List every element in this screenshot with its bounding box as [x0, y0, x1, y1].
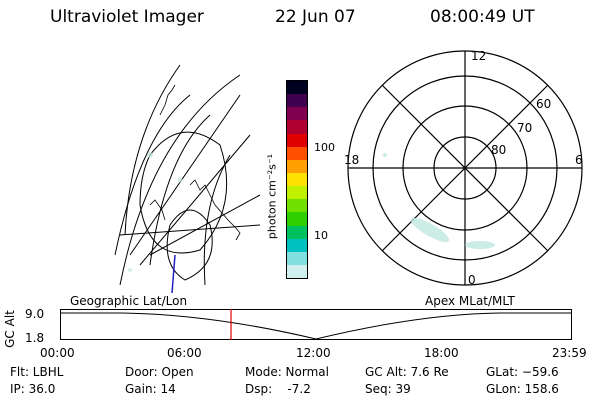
time-tick-0600: 06:00	[167, 346, 202, 360]
alt-ylabel: GC Alt	[3, 310, 17, 348]
colorbar-swatch	[287, 212, 307, 226]
lat-arc	[119, 74, 241, 286]
colorbar-swatch	[287, 238, 307, 252]
colorbar-unit-wrap: photon cm⁻²s⁻¹	[262, 145, 282, 255]
lat-label-70: 70	[517, 121, 532, 135]
aurora-patch	[410, 217, 450, 243]
altitude-curve	[60, 312, 572, 340]
colorbar-swatch	[287, 94, 307, 108]
colorbar	[286, 80, 308, 279]
date-label: 22 Jun 07	[275, 7, 356, 27]
colorbar-swatch	[287, 159, 307, 173]
coastline	[189, 179, 241, 241]
lon-line	[119, 224, 261, 236]
mlt-label-12: 12	[471, 50, 486, 63]
mlt-label-6: 6	[575, 153, 583, 167]
time-tick-2359: 23:59	[552, 346, 587, 360]
status-ip: IP: 36.0	[10, 382, 56, 396]
colorbar-swatch	[287, 225, 307, 239]
coastline	[149, 199, 166, 221]
polar-plot: 12 18 6 0 60 70 80	[344, 50, 583, 287]
altitude-plot-frame	[60, 309, 572, 340]
status-glon: GLon: 158.6	[486, 382, 559, 396]
lon-line	[139, 134, 251, 266]
alt-tick-min: 1.8	[25, 331, 45, 345]
status-flt: Flt: LBHL	[10, 365, 64, 379]
status-mode: Mode: Normal	[245, 365, 329, 379]
colorbar-swatch	[287, 120, 307, 134]
altitude-plot	[60, 309, 572, 340]
colorbar-unit-label: photon cm⁻²s⁻¹	[265, 153, 279, 240]
geographic-map	[114, 64, 261, 294]
alt-ylabel-wrap: GC Alt	[0, 310, 20, 348]
status-gc-alt: GC Alt: 7.6 Re	[365, 365, 449, 379]
colorbar-swatch	[287, 172, 307, 187]
coastline	[159, 84, 176, 116]
lat-ring	[139, 131, 228, 254]
alt-tick-max: 9.0	[25, 307, 45, 321]
colorbar-tick-100: 100	[314, 141, 335, 154]
geographic-label: Geographic Lat/Lon	[70, 294, 188, 308]
colorbar-swatch	[287, 199, 307, 213]
colorbar-tick-10: 10	[314, 229, 328, 242]
time-tick-1800: 18:00	[424, 346, 459, 360]
subsatellite-track	[171, 254, 176, 294]
lat-arc	[124, 64, 181, 236]
instrument-title: Ultraviolet Imager	[50, 7, 204, 27]
mlt-label-18: 18	[344, 153, 359, 167]
colorbar-swatch	[287, 81, 307, 95]
emission-patch	[177, 177, 183, 183]
colorbar-swatch	[287, 133, 307, 147]
status-gain: Gain: 14	[125, 382, 176, 396]
time-label: 08:00:49 UT	[430, 7, 535, 27]
mlt-label-0: 0	[468, 273, 476, 287]
colorbar-swatch	[287, 264, 307, 279]
colorbar-swatch	[287, 186, 307, 200]
aurora-patch	[465, 241, 495, 249]
colorbar-swatch	[287, 251, 307, 265]
lat-arc	[114, 94, 191, 256]
aurora-patch	[383, 153, 387, 157]
colorbar-swatch	[287, 107, 307, 121]
status-dsp: Dsp: -7.2	[245, 382, 311, 396]
lat-ring	[166, 209, 213, 281]
lat-label-60: 60	[536, 97, 551, 111]
emission-patch	[147, 152, 153, 158]
lat-label-80: 80	[491, 143, 506, 157]
time-tick-0000: 00:00	[40, 346, 75, 360]
lon-line	[149, 194, 261, 256]
lon-line	[129, 94, 241, 256]
status-glat: GLat: −59.6	[486, 365, 559, 379]
apex-label: Apex MLat/MLT	[425, 294, 515, 308]
status-seq: Seq: 39	[365, 382, 411, 396]
colorbar-swatch	[287, 146, 307, 160]
emission-patch	[128, 268, 132, 272]
time-tick-1200: 12:00	[296, 346, 331, 360]
mlt-diagonal	[381, 84, 549, 252]
status-door: Door: Open	[125, 365, 194, 379]
